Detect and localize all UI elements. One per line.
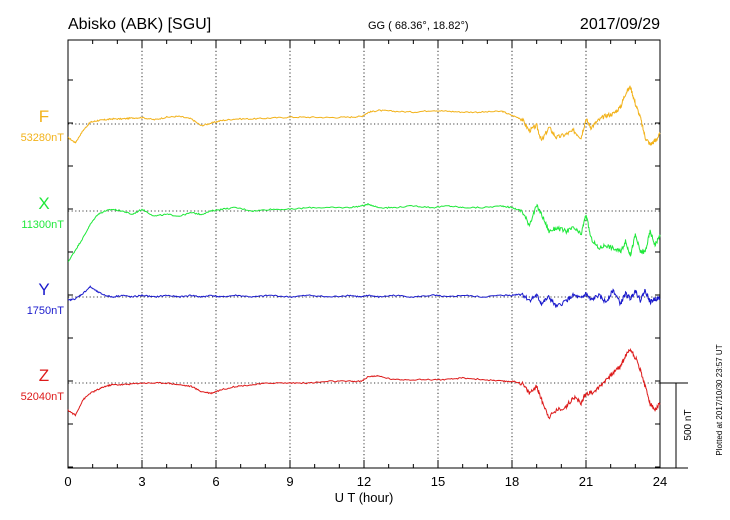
x-tick-label: 21	[579, 474, 593, 489]
x-tick-label: 18	[505, 474, 519, 489]
tick-labels: 0 3 6 9 12 15 18 21 24	[64, 474, 667, 489]
series-lines	[67, 85, 661, 420]
series-line-z	[67, 347, 661, 420]
series-name-x: X	[38, 194, 49, 213]
x-tick-label: 3	[138, 474, 145, 489]
x-tick-label: 0	[64, 474, 71, 489]
series-name-z: Z	[39, 366, 49, 385]
series-baseline-f: 53280nT	[21, 132, 65, 144]
series-baseline-z: 52040nT	[21, 391, 65, 403]
scale-bar-label: 500 nT	[683, 409, 694, 440]
coordinates-label: GG ( 68.36°, 18.82°)	[368, 20, 469, 32]
x-axis-label: U T (hour)	[335, 490, 394, 505]
series-baseline-x: 11300nT	[21, 219, 64, 231]
series-labels: F 53280nT X 11300nT Y 1750nT Z 52040nT	[21, 107, 65, 403]
plotted-at-label: Plotted at 2017/10/30 23:57 UT	[715, 344, 724, 455]
series-line-y	[67, 285, 661, 308]
series-line-f	[67, 85, 661, 146]
series-name-y: Y	[38, 280, 49, 299]
series-line-x	[67, 203, 661, 262]
x-tick-label: 15	[431, 474, 445, 489]
x-tick-label: 9	[286, 474, 293, 489]
x-tick-label: 6	[212, 474, 219, 489]
x-tick-label: 12	[357, 474, 371, 489]
series-name-f: F	[39, 107, 49, 126]
grid-lines	[68, 40, 660, 468]
scale-bar: 500 nT	[660, 382, 694, 469]
series-baseline-y: 1750nT	[27, 305, 65, 317]
station-title: Abisko (ABK) [SGU]	[68, 16, 211, 33]
date-label: 2017/09/29	[580, 16, 660, 33]
x-tick-label: 24	[653, 474, 667, 489]
axis-ticks	[67, 40, 661, 468]
